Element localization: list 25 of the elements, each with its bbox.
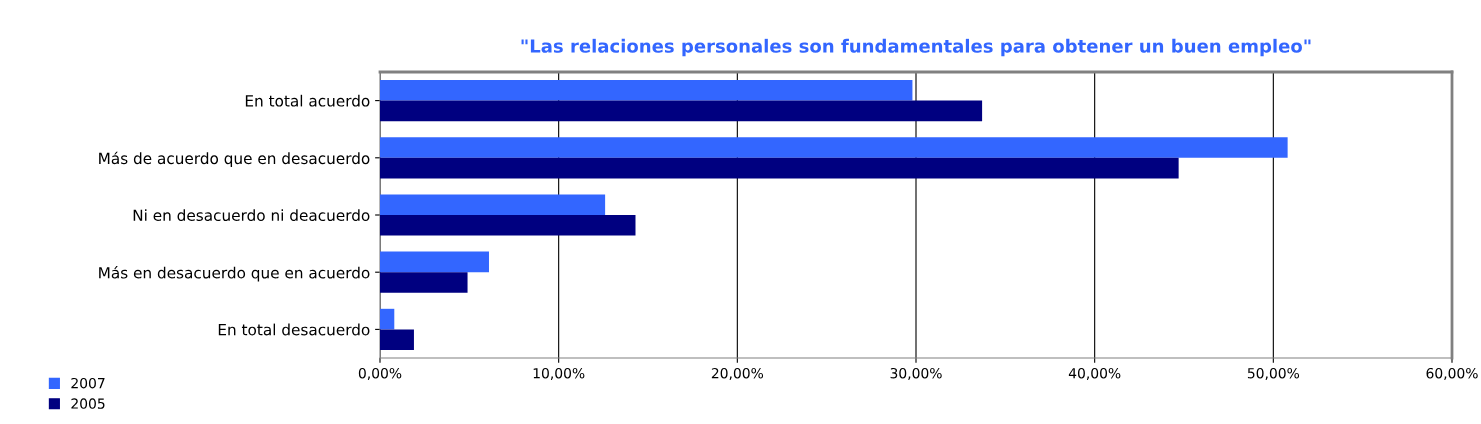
bar xyxy=(380,100,983,122)
legend-label: 2007 xyxy=(71,377,105,389)
bar xyxy=(380,157,1179,179)
x-tick-label: 0,00% xyxy=(358,367,402,380)
chart-title: "Las relaciones personales son fundamentales para obtener un buen empleo" xyxy=(521,38,1311,57)
bar xyxy=(380,194,606,215)
x-tick-label: 50,00% xyxy=(1247,367,1300,380)
x-tick-label: 10,00% xyxy=(533,367,585,380)
bar xyxy=(380,251,489,273)
bar xyxy=(380,308,395,330)
bar xyxy=(380,137,1288,158)
y-tick-label: En total acuerdo xyxy=(245,94,370,107)
legend-label: 2005 xyxy=(71,398,105,409)
x-tick-label: 20,00% xyxy=(711,367,764,380)
y-tick-label: Más en desacuerdo que en acuerdo xyxy=(99,266,370,282)
bar xyxy=(380,80,913,101)
x-tick-label: 40,00% xyxy=(1068,367,1121,380)
y-tick-label: Más de acuerdo que en desacuerdo xyxy=(99,151,370,168)
bar xyxy=(380,329,414,350)
bar xyxy=(380,215,636,236)
bar xyxy=(380,272,468,293)
y-tick-label: Ni en desacuerdo ni deacuerdo xyxy=(133,209,370,222)
x-tick-label: 30,00% xyxy=(890,367,942,380)
x-tick-label: 60,00% xyxy=(1426,367,1478,380)
y-tick-label: En total desacuerdo xyxy=(218,323,370,336)
